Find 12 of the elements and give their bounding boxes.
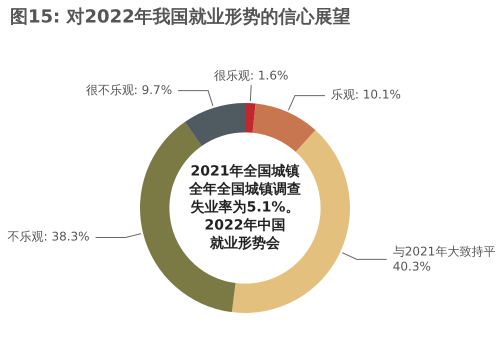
text: 就业形势会 (209, 236, 281, 252)
slice-label: 很乐观: 1.6% (214, 68, 288, 82)
slice-label: 乐观: 10.1% (330, 88, 401, 102)
slice-label: 不乐观: 38.3% (8, 230, 90, 244)
chart-title: 图15: 对2022年我国就业形势的信心展望 (10, 6, 351, 28)
data-label: 40.3% (392, 259, 431, 274)
text: 2021年全国城镇 (190, 164, 300, 180)
text: 全年全国城镇调查 (188, 182, 301, 198)
slice-label: 很不乐观: 9.7% (86, 82, 172, 97)
slice-label: 与2021年大致持平 (392, 244, 496, 258)
text: 失业率为5.1%。 (190, 198, 300, 216)
text: 2022年中国 (204, 218, 286, 234)
